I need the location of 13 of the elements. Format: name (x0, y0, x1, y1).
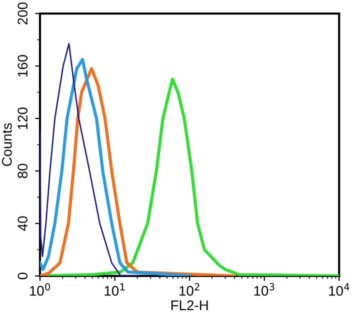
x-tick-label: 10$^{2}$ (180, 283, 200, 296)
x-tick-label: 10$^{0}$ (30, 283, 50, 296)
y-tick-label: 80 (18, 164, 28, 178)
y-axis-title: Counts (2, 123, 12, 166)
y-tick-label: 40 (18, 216, 28, 231)
y-tick-label: 120 (18, 107, 28, 130)
x-axis-title: FL2-H (171, 300, 208, 310)
y-tick-label: 200 (18, 2, 28, 24)
y-tick-label: 160 (18, 54, 28, 77)
x-tick-label: 10$^{4}$ (329, 283, 350, 296)
x-tick-label: 10$^{3}$ (254, 283, 274, 296)
x-tick-label: 10$^{1}$ (104, 283, 125, 296)
y-tick-label: 0 (18, 272, 28, 280)
